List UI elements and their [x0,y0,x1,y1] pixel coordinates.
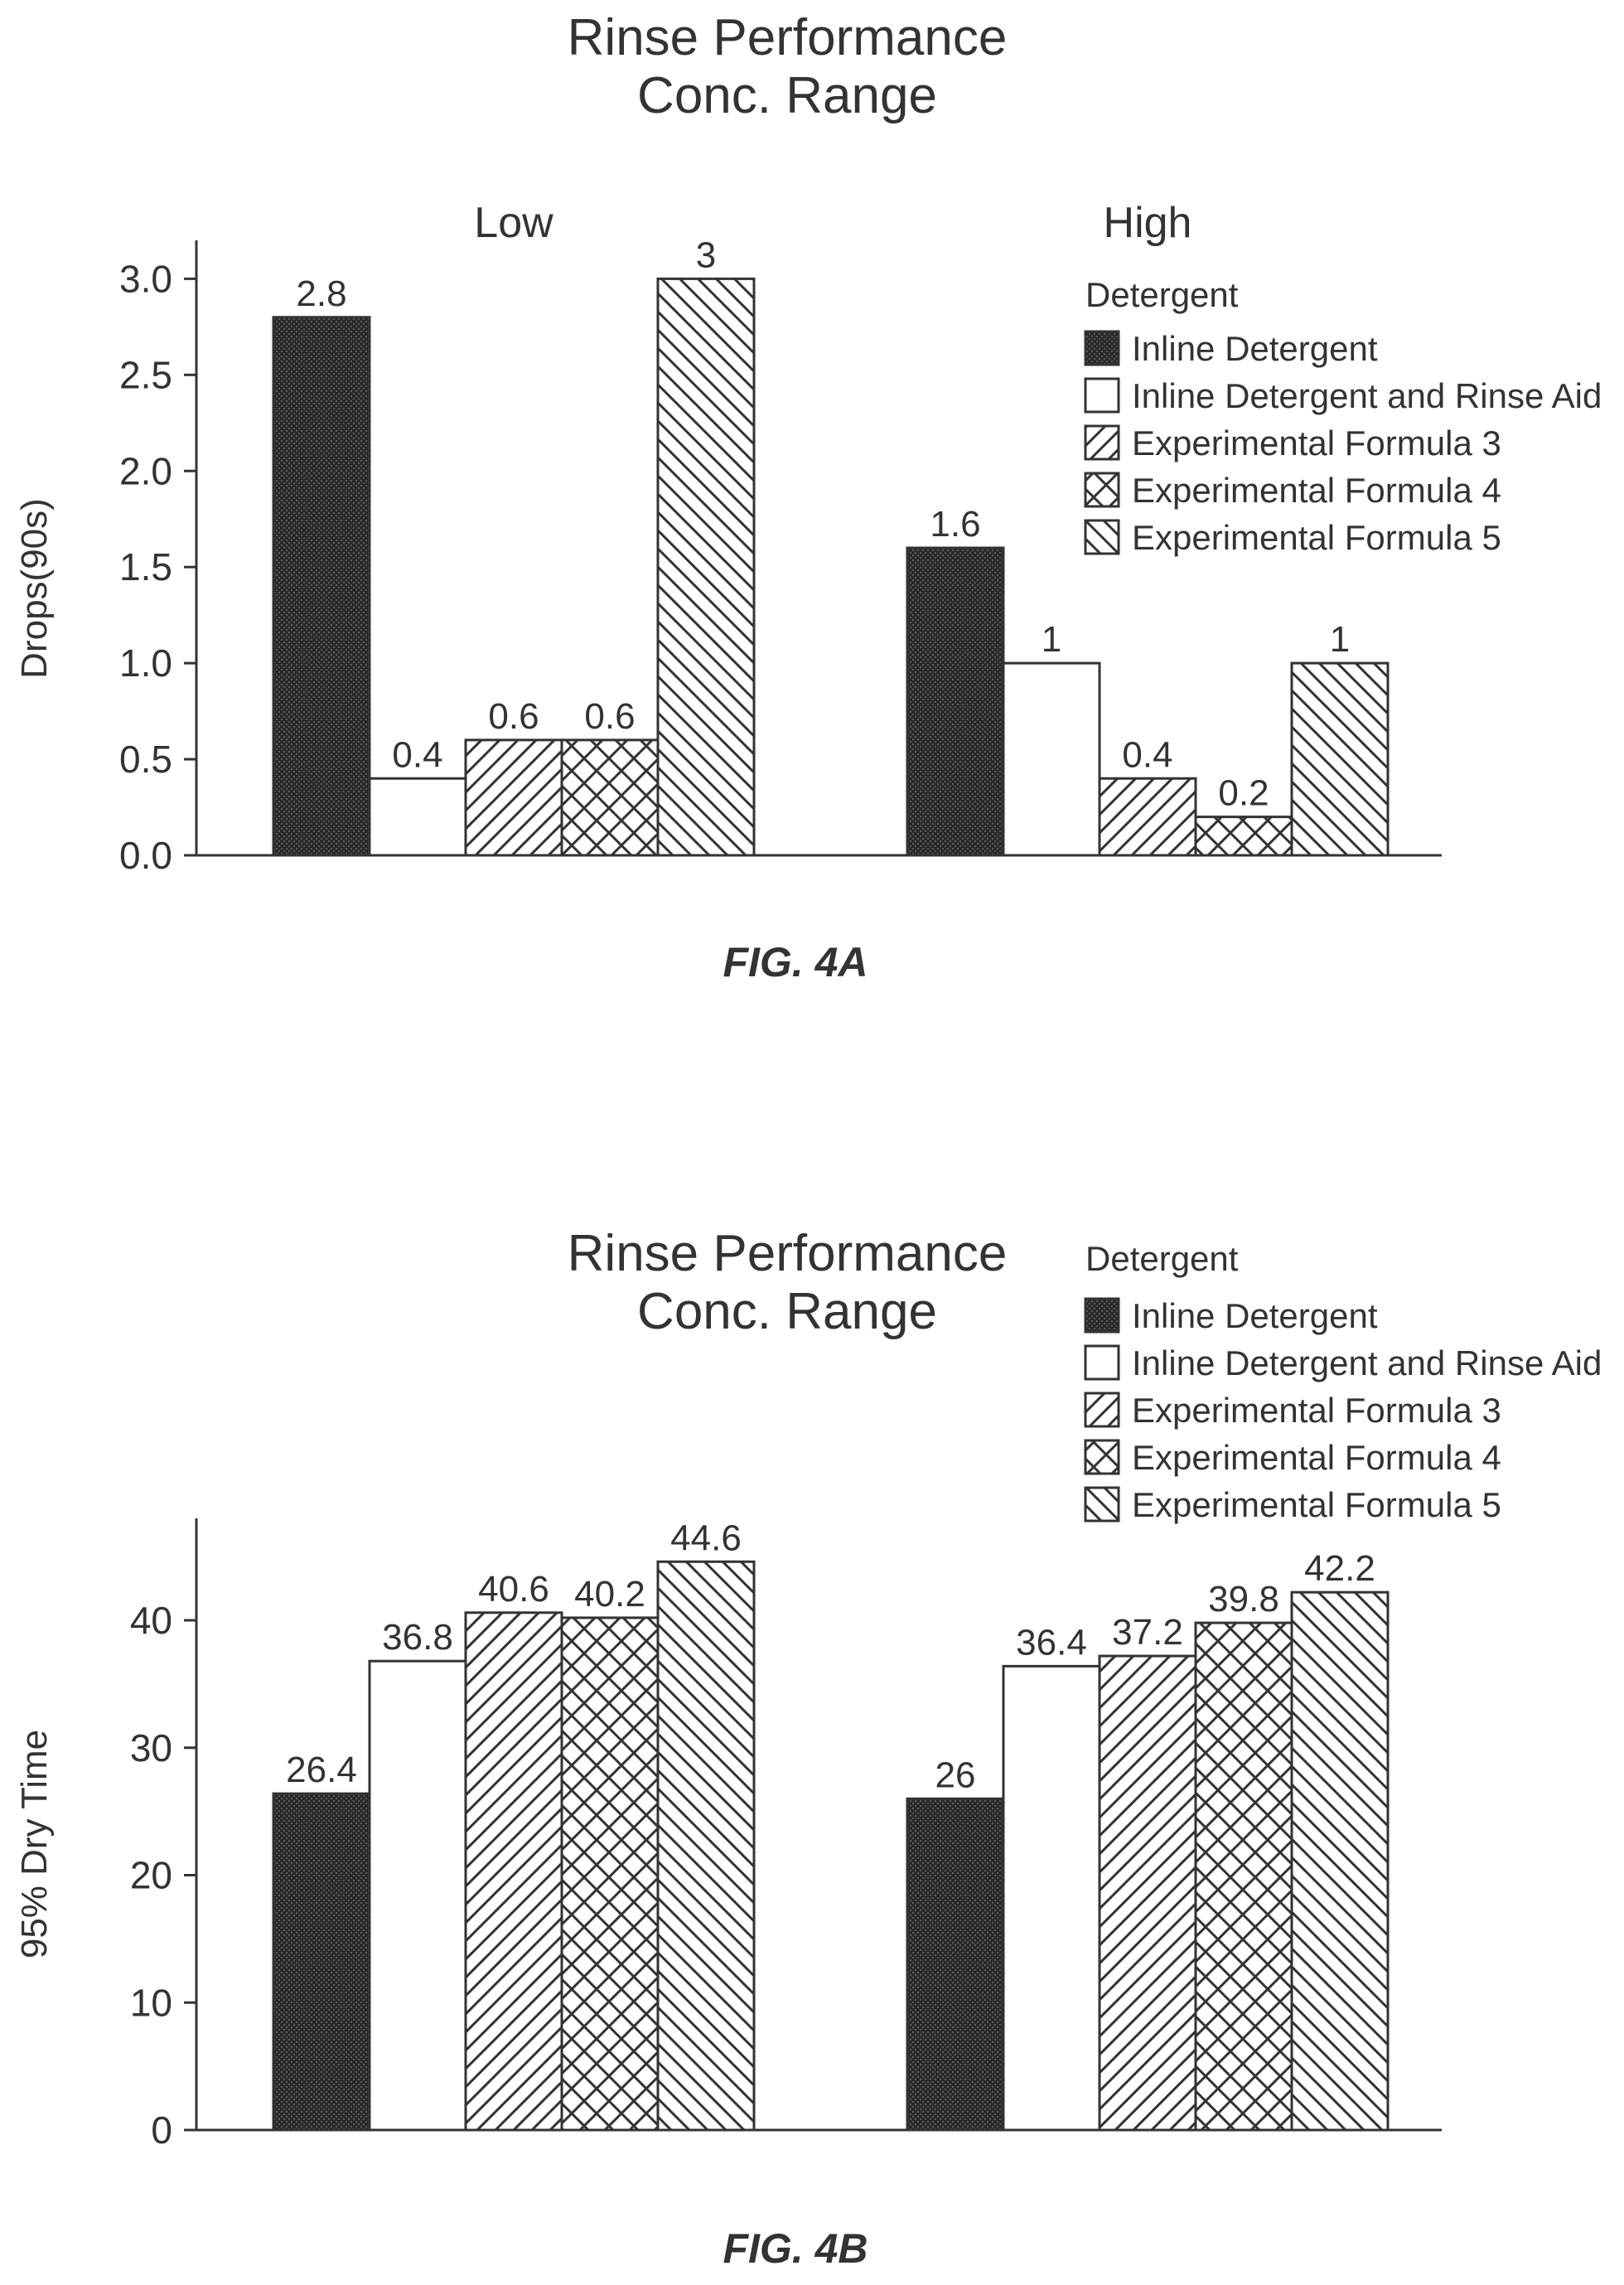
legend-swatch-series-1 [1084,330,1120,366]
y-tick-label: 10 [130,1981,172,2024]
bar-value-label: 37.2 [1112,1612,1183,1653]
bar-low-series-4 [560,1616,660,2132]
bar-high-series-3 [1098,777,1197,857]
bar-low-series-3 [464,738,563,857]
bar-value-label: 0.4 [1122,734,1172,775]
chart-4b-legend: Detergent Inline Detergent Inline Deterge… [1084,1239,1602,1524]
y-tick-label: 0 [151,2108,172,2152]
legend-swatch-series-5 [1084,1486,1120,1523]
bar-value-label: 2.8 [296,274,346,314]
chart-4b-bars [272,1560,1390,2132]
chart-4b-title: Rinse Performance [568,1225,1008,1282]
chart-4a-value-labels: 2.8 0.4 0.6 0.6 3 1.6 1 0.4 0.2 1 [296,235,1350,813]
legend-swatch-series-1 [1084,1297,1120,1334]
chart-4b: Rinse Performance Conc. Range 95% Dry Ti… [14,1225,1602,2272]
bar-value-label: 0.2 [1218,773,1269,814]
bar-value-label: 26 [935,1755,976,1795]
bar-high-series-1 [906,546,1005,857]
bar-value-label: 3 [696,235,716,275]
y-tick-label: 30 [130,1726,172,1769]
legend-swatch-series-3 [1084,1392,1120,1428]
legend-label-series-5: Experimental Formula 5 [1132,1485,1501,1524]
bar-low-series-2 [368,777,467,857]
legend-swatch-series-5 [1084,519,1120,555]
y-tick-label: 1.0 [119,641,172,685]
chart-4a: Rinse Performance Conc. Range Low High D… [14,9,1602,985]
legend-label-series-3: Experimental Formula 3 [1132,1391,1501,1430]
bar-value-label: 1 [1042,619,1061,660]
legend-swatch-series-2 [1084,377,1120,414]
bar-low-series-5 [656,277,756,857]
y-tick-label: 3.0 [119,257,172,300]
legend-label-series-1: Inline Detergent [1132,1296,1378,1335]
chart-4a-subtitle: Conc. Range [637,67,937,124]
bar-high-series-2 [1002,661,1101,857]
bar-high-series-5 [1290,661,1390,857]
bar-value-label: 36.8 [382,1617,453,1658]
legend-swatch-series-3 [1084,424,1120,461]
bar-high-series-2 [1002,1664,1101,2132]
bar-value-label: 0.6 [488,696,539,737]
bar-high-series-4 [1194,1621,1293,2132]
chart-4a-category-low: Low [474,199,553,247]
chart-4a-legend-title: Detergent [1085,275,1239,314]
legend-label-series-4: Experimental Formula 4 [1132,471,1501,510]
y-tick-label: 1.5 [119,545,172,588]
y-tick-label: 0.0 [119,834,172,877]
bar-high-series-3 [1098,1654,1197,2132]
bar-high-series-1 [906,1797,1005,2132]
chart-4a-caption: FIG. 4A [723,939,868,985]
bar-low-series-4 [560,738,660,857]
bar-value-label: 26.4 [286,1750,357,1790]
chart-4a-y-ticks: 0.0 0.5 1.0 1.5 2.0 2.5 3.0 [119,257,196,877]
bar-value-label: 0.6 [584,696,635,737]
chart-4a-category-high: High [1104,199,1192,247]
legend-label-series-2: Inline Detergent and Rinse Aid [1132,1343,1602,1382]
y-tick-label: 2.5 [119,353,172,396]
chart-4b-legend-title: Detergent [1085,1239,1239,1278]
bar-value-label: 42.2 [1304,1548,1375,1589]
y-tick-label: 40 [130,1599,172,1642]
legend-label-series-4: Experimental Formula 4 [1132,1438,1501,1477]
legend-label-series-5: Experimental Formula 5 [1132,518,1501,557]
bar-high-series-5 [1290,1590,1390,2132]
chart-4b-subtitle: Conc. Range [637,1283,937,1340]
legend-swatch-series-2 [1084,1344,1120,1381]
chart-4b-caption: FIG. 4B [723,2225,868,2272]
chart-4b-y-ticks: 0 10 20 30 40 [130,1599,196,2152]
bar-low-series-5 [656,1560,756,2132]
legend-swatch-series-4 [1084,472,1120,508]
legend-label-series-2: Inline Detergent and Rinse Aid [1132,376,1602,415]
y-tick-label: 0.5 [119,738,172,781]
bar-value-label: 0.4 [392,734,442,775]
y-tick-label: 2.0 [119,449,172,492]
bar-high-series-4 [1194,816,1293,857]
bar-value-label: 40.2 [574,1574,645,1615]
chart-4a-legend: Detergent Inline Detergent Inline Deterge… [1084,275,1602,557]
legend-swatch-series-4 [1084,1439,1120,1475]
bar-low-series-3 [464,1611,563,2132]
bar-low-series-1 [272,1792,371,2132]
bar-value-label: 1.6 [930,504,980,545]
bar-value-label: 1 [1330,619,1350,660]
bar-value-label: 44.6 [670,1518,742,1558]
y-tick-label: 20 [130,1854,172,1897]
chart-4a-y-axis-label: Drops(90s) [14,498,55,679]
bar-value-label: 36.4 [1016,1622,1087,1663]
bar-value-label: 40.6 [478,1569,549,1610]
bar-low-series-2 [368,1659,467,2132]
chart-4b-y-axis-label: 95% Dry Time [14,1730,55,1958]
chart-4b-value-labels: 26.4 36.8 40.6 40.2 44.6 26 36.4 37.2 39.8 42.2 [286,1518,1375,1795]
chart-4a-bars [272,277,1390,857]
bar-value-label: 39.8 [1208,1579,1279,1619]
legend-label-series-1: Inline Detergent [1132,329,1378,368]
bar-low-series-1 [272,316,371,857]
chart-4a-title: Rinse Performance [568,9,1008,66]
legend-label-series-3: Experimental Formula 3 [1132,424,1501,462]
